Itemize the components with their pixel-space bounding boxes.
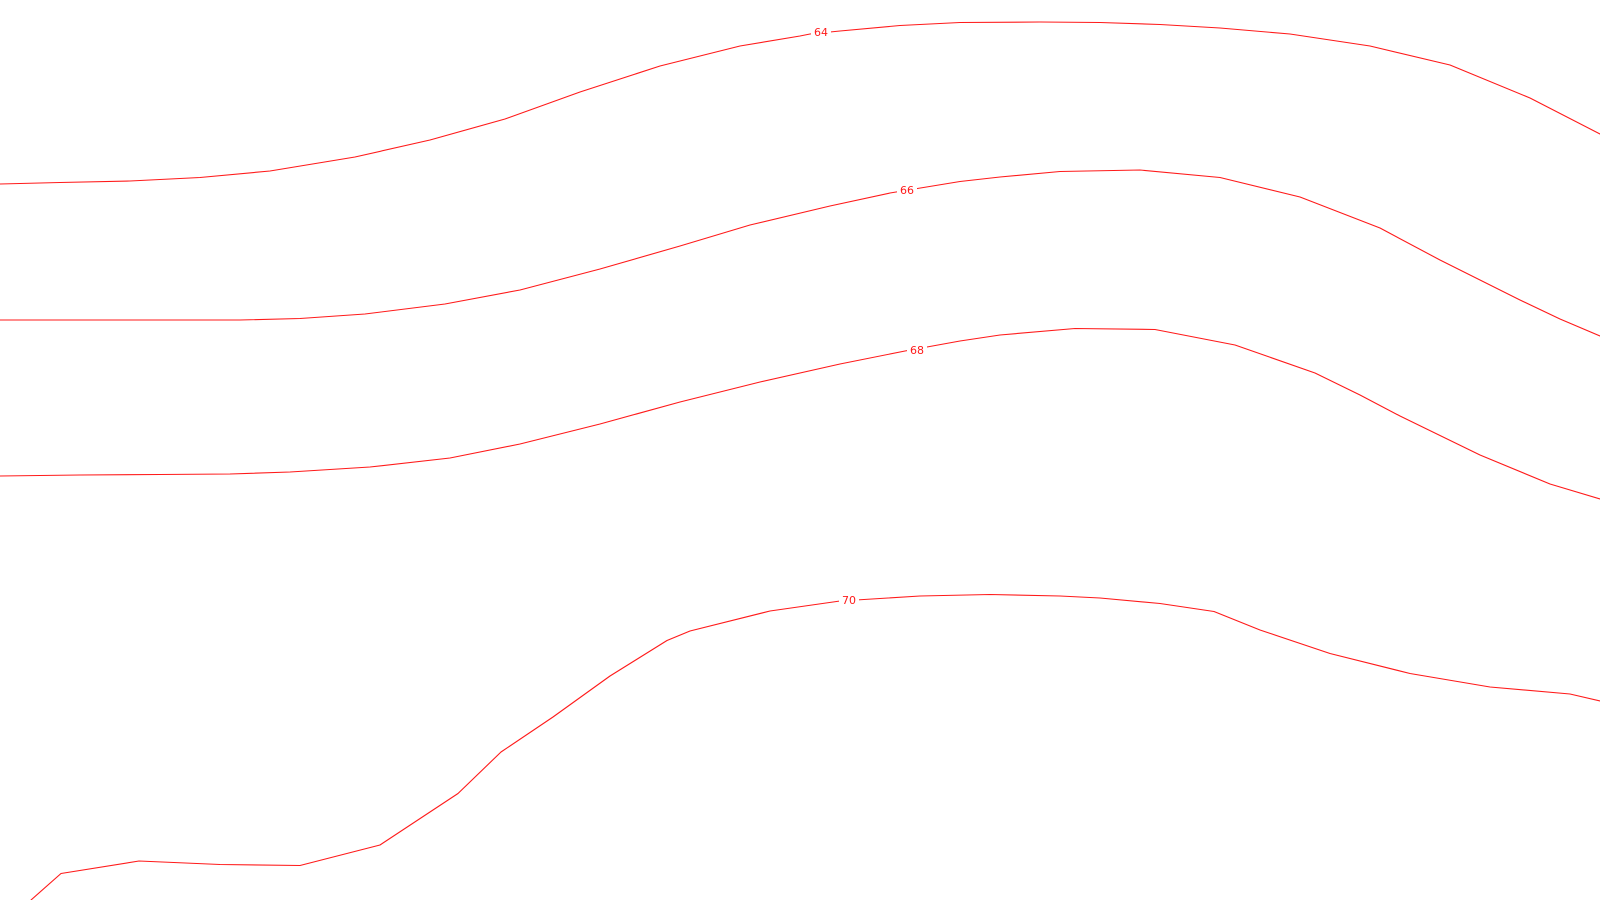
contour-66: 66 bbox=[0, 169, 1600, 337]
contour-70: 70 bbox=[30, 593, 1600, 900]
contour-label-64: 64 bbox=[814, 26, 828, 39]
contour-label-bg-64 bbox=[811, 25, 831, 39]
contour-68: 68 bbox=[0, 327, 1600, 500]
contour-line-70 bbox=[30, 593, 1600, 900]
contour-label-70: 70 bbox=[842, 594, 856, 607]
contour-line-66 bbox=[0, 169, 1600, 337]
contour-64: 64 bbox=[0, 21, 1600, 185]
contour-line-68 bbox=[0, 327, 1600, 500]
contour-label-66: 66 bbox=[900, 184, 914, 197]
contour-line-64 bbox=[0, 21, 1600, 185]
contour-label-bg-66 bbox=[897, 184, 917, 198]
contour-label-bg-70 bbox=[839, 593, 859, 607]
contour-label-68: 68 bbox=[910, 344, 924, 357]
contour-label-bg-68 bbox=[907, 344, 927, 358]
